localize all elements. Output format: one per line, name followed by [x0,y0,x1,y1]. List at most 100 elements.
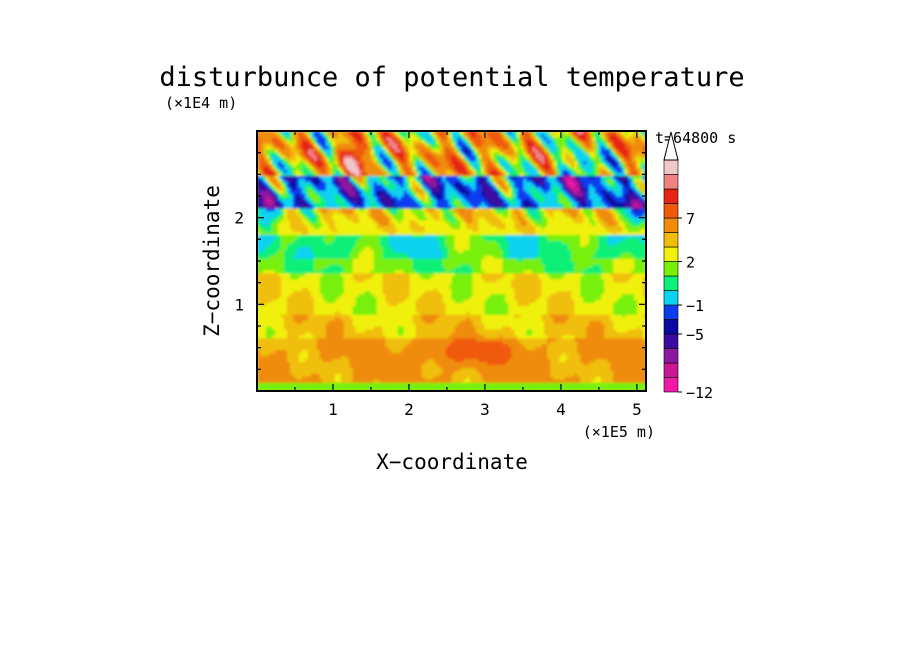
field-cell [550,373,554,377]
field-cell [574,382,578,386]
field-cell [439,373,444,377]
field-cell [499,367,503,371]
field-cell [439,385,444,389]
field-cell [619,376,623,380]
field-cell [610,367,614,371]
field-cell [562,385,566,389]
field-cell [514,385,518,389]
field-cell [289,382,294,386]
field-cell [490,370,494,374]
field-cell [526,364,530,368]
field-cell [418,379,423,383]
field-cell [265,367,270,371]
field-cell [295,361,300,365]
field-cell [469,382,474,386]
field-cell [625,367,629,371]
field-cell [277,388,282,391]
field-cell [481,370,486,374]
field-cell [532,373,536,377]
field-cell [601,388,605,391]
field-cell [376,361,381,365]
field-cell [595,364,599,368]
field-cell [352,367,357,371]
field-cell [379,373,384,377]
field-cell [532,376,536,380]
field-cell [358,379,363,383]
field-cell [535,364,539,368]
field-cell [481,382,486,386]
field-cell [439,382,444,386]
field-cell [463,379,468,383]
field-cell [526,379,530,383]
field-cell [292,364,297,368]
field-cell [565,379,569,383]
field-cell [601,385,605,389]
field-cell [364,379,369,383]
field-cell [454,379,459,383]
field-cell [622,385,626,389]
field-cell [349,367,354,371]
field-cell [607,373,611,377]
field-cell [382,361,387,365]
field-cell [358,367,363,371]
field-cell [637,382,641,386]
field-cell [634,379,638,383]
field-cell [628,373,632,377]
field-cell [352,385,357,389]
field-cell [394,388,399,391]
field-cell [583,385,587,389]
field-cell [421,382,426,386]
field-cell [427,376,432,380]
field-cell [295,376,300,380]
field-cell [301,370,306,374]
field-cell [283,385,288,389]
field-cell [340,373,345,377]
field-cell [610,379,614,383]
field-cell [304,367,309,371]
field-cell [268,376,273,380]
field-cell [331,361,336,365]
field-cell [457,364,462,368]
field-cell [508,367,512,371]
field-cell [613,388,617,391]
field-cell [274,385,279,389]
field-cell [565,364,569,368]
field-cell [604,379,608,383]
field-cell [292,379,297,383]
field-cell [257,361,261,365]
field-cell [409,364,414,368]
field-cell [445,373,450,377]
field-cell [445,370,450,374]
field-cell [421,364,426,368]
field-cell [541,379,545,383]
field-cell [379,382,384,386]
field-cell [274,364,279,368]
field-cell [394,364,399,368]
field-cell [544,367,548,371]
field-cell [520,367,524,371]
field-cell [556,373,560,377]
field-cell [490,373,494,377]
field-cell [499,376,503,380]
field-cell [364,367,369,371]
field-cell [421,370,426,374]
field-cell [283,382,288,386]
field-cell [556,370,560,374]
field-cell [454,388,459,391]
field-cell [508,385,512,389]
field-cell [295,385,300,389]
field-cell [409,370,414,374]
field-cell [475,379,480,383]
field-cell [391,370,396,374]
field-cell [517,382,521,386]
field-cell [547,376,551,380]
field-cell [493,376,497,380]
field-cell [487,367,491,371]
field-cell [424,364,429,368]
field-cell [634,376,638,380]
field-cell [280,367,285,371]
field-cell [382,373,387,377]
field-cell [286,385,291,389]
field-cell [325,382,330,386]
field-cell [313,376,318,380]
